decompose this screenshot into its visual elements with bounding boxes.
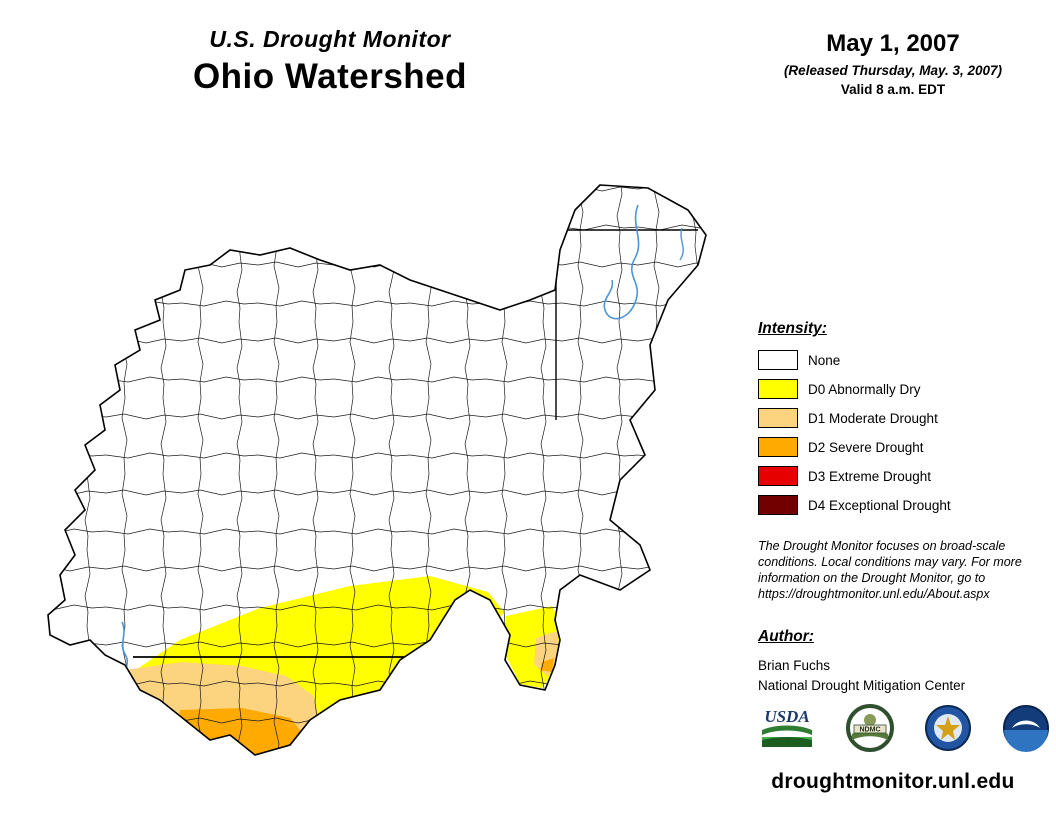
legend-swatch-none [758,350,798,370]
disclaimer-text: The Drought Monitor focuses on broad-sca… [758,539,1022,601]
author-organization: National Drought Mitigation Center [758,678,966,693]
svg-text:NDMC: NDMC [860,727,881,734]
legend-label-d2: D2 Severe Drought [808,439,924,455]
footer-url: droughtmonitor.unl.edu [771,770,1015,793]
legend-swatch-d3 [758,466,798,486]
river-upper-branch [679,227,684,261]
intensity-legend: Intensity: None D0 Abnormally Dry D1 Mod… [758,320,1048,524]
legend-swatch-d0 [758,379,798,399]
legend-item-d2: D2 Severe Drought [758,437,1048,457]
county-boundaries [48,185,706,755]
usda-logo-icon: USDA [758,704,816,752]
map-date: May 1, 2007 [826,30,960,57]
legend-label-none: None [808,352,841,368]
legend-label-d4: D4 Exceptional Drought [808,497,951,513]
author-heading: Author: [758,628,814,645]
svg-text:USDA: USDA [764,707,809,726]
legend-swatch-d1 [758,408,798,428]
legend-label-d1: D1 Moderate Drought [808,410,938,426]
cpc-logo-icon [924,704,972,752]
valid-time: Valid 8 a.m. EDT [840,82,946,97]
ohio-watershed-map [47,184,707,756]
released-date: (Released Thursday, May. 3, 2007) [783,63,1003,78]
legend-title: Intensity: [758,320,827,337]
header-titles: U.S. Drought Monitor Ohio Watershed [110,26,550,97]
legend-swatch-d4 [758,495,798,515]
legend-label-d0: D0 Abnormally Dry [808,381,921,397]
program-title: U.S. Drought Monitor [209,26,451,52]
map-container [30,170,720,780]
noaa-logo-icon [1002,704,1050,752]
author-name: Brian Fuchs [758,658,831,673]
page-title: Ohio Watershed [192,57,468,96]
header-date-block: May 1, 2007 (Released Thursday, May. 3, … [728,30,1056,97]
watershed-outline [47,184,707,756]
legend-item-d1: D1 Moderate Drought [758,408,1048,428]
legend-item-d0: D0 Abnormally Dry [758,379,1048,399]
ndmc-logo-icon: NDMC [846,704,894,752]
river-allegheny [603,204,640,320]
legend-item-d4: D4 Exceptional Drought [758,495,1048,515]
agency-logos: USDA NDMC [758,704,1050,752]
author-block: Author: Brian Fuchs National Drought Mit… [758,628,1050,693]
legend-label-d3: D3 Extreme Drought [808,468,932,484]
legend-swatch-d2 [758,437,798,457]
legend-item-none: None [758,350,1048,370]
legend-item-d3: D3 Extreme Drought [758,466,1048,486]
